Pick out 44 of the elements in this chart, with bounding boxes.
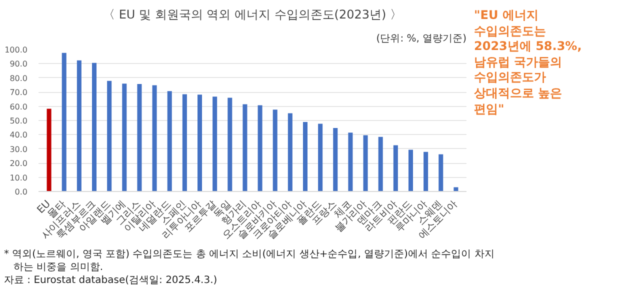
bar — [197, 94, 202, 192]
y-tick-label: 80.0 — [10, 74, 28, 83]
y-tick-label: 20.0 — [10, 159, 28, 168]
y-tick-label: 10.0 — [10, 173, 28, 182]
bar — [212, 96, 218, 192]
y-tick-label: 60.0 — [10, 102, 28, 112]
bar — [272, 110, 278, 192]
y-tick-label: 70.0 — [10, 88, 28, 98]
bar — [318, 124, 323, 192]
bar — [288, 113, 292, 192]
text: * 역외(노르웨이, 영국 포함) 수입의존도는 총 에너지 소비(에너지 생산+순수입, 열량기준)에서 순수입이 차지 하는 비중을 의미함. — [4, 248, 494, 274]
bar — [137, 84, 142, 192]
bar — [258, 105, 262, 192]
bar — [92, 62, 97, 192]
bar — [46, 108, 52, 192]
bar — [408, 150, 413, 192]
bar — [438, 154, 444, 192]
y-tick-label: 30.0 — [10, 144, 28, 154]
y-tick-label: 0.0 — [14, 188, 28, 196]
bar — [378, 136, 383, 192]
bar — [333, 128, 338, 192]
y-tick-label: 100.0 — [4, 46, 28, 54]
bar — [152, 85, 157, 192]
bar — [363, 135, 368, 192]
bar — [424, 152, 428, 192]
text: 자료 : Eurostat database(검색일: 2025.4.3.) — [4, 274, 218, 287]
text: "EU 에너지 수입의존도는 2023년에 58.3%, 남유럽 국가들의 수입의존도가 상대적으로 높은 편임" — [474, 8, 582, 118]
bar — [122, 84, 127, 192]
bar — [302, 122, 308, 192]
bar — [454, 187, 458, 192]
bar — [76, 60, 82, 192]
y-tick-label: 50.0 — [10, 116, 28, 126]
bar — [348, 132, 353, 192]
bar — [182, 94, 187, 192]
bar — [107, 80, 112, 192]
bar — [228, 98, 232, 192]
y-tick-label: 90.0 — [10, 60, 28, 69]
bar — [62, 52, 66, 192]
y-tick-label: 40.0 — [10, 130, 28, 140]
bar — [393, 145, 398, 192]
bar — [167, 91, 172, 192]
bar — [242, 104, 248, 192]
text: (단위: %, 열량기준) — [376, 34, 467, 44]
chart-title: 〈 EU 및 회원국의 역외 에너지 수입의존도(2023년) 〉 — [103, 8, 402, 22]
